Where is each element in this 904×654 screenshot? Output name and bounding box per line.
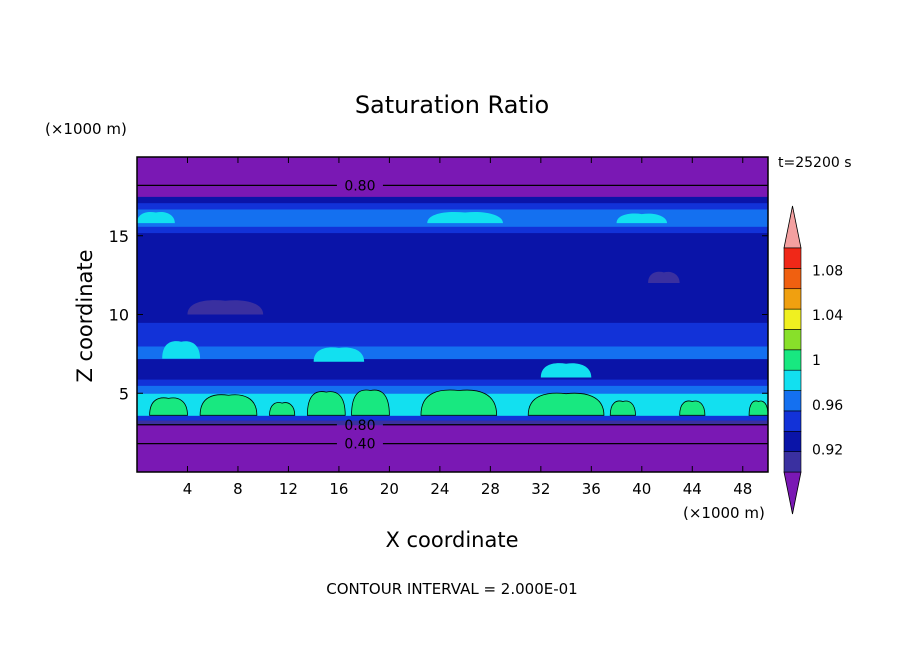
- contour-band: [137, 226, 768, 234]
- colorbar-swatch: [783, 329, 802, 351]
- contour-band: [137, 157, 768, 197]
- colorbar-swatch: [783, 410, 802, 432]
- contour-label: 0.80: [344, 418, 375, 434]
- x-tick-label: 24: [430, 480, 449, 498]
- contour-band: [137, 196, 768, 204]
- contour-patch: [609, 400, 636, 416]
- contour-band: [137, 346, 768, 360]
- x-tick-label: 20: [380, 480, 399, 498]
- colorbar-label: 1.04: [812, 308, 843, 324]
- colorbar-label: 1.08: [812, 263, 843, 279]
- contour-band: [137, 379, 768, 386]
- x-axis-ticks: 4 8 12 16 20 24 28 32 36 40 44 48: [183, 157, 752, 498]
- contour-field: [137, 157, 768, 472]
- colorbar-swatch: [783, 451, 802, 473]
- colorbar: 0.92 0.96 1 1.04 1.08: [783, 205, 843, 515]
- x-tick-label: 40: [632, 480, 651, 498]
- colorbar-swatch: [783, 308, 802, 330]
- y-unit-label: (×1000 m): [45, 120, 127, 138]
- contour-interval-footer: CONTOUR INTERVAL = 2.000E-01: [326, 580, 577, 598]
- contour-lines: 0.80 0.80 0.40: [137, 178, 768, 453]
- colorbar-extend-top: [783, 205, 802, 249]
- colorbar-swatch: [783, 288, 802, 310]
- contour-patch: [162, 341, 201, 359]
- contour-band: [137, 415, 768, 421]
- x-tick-label: 48: [733, 480, 752, 498]
- contour-patch: [540, 363, 592, 378]
- x-unit-label: (×1000 m): [683, 504, 765, 522]
- y-axis-label: Z coordinate: [73, 249, 97, 382]
- contour-patch: [187, 300, 264, 315]
- x-tick-label: 36: [582, 480, 601, 498]
- contour-label: 0.40: [344, 437, 375, 453]
- contour-band: [137, 322, 768, 347]
- colorbar-extend-bottom: [783, 471, 802, 515]
- contour-patch: [351, 389, 390, 416]
- contour-band: [137, 358, 768, 380]
- colorbar-swatch: [783, 349, 802, 371]
- y-tick-label: 5: [119, 384, 129, 403]
- colorbar-label: 1: [812, 353, 821, 369]
- contour-band: [137, 202, 768, 210]
- contour-patch: [269, 402, 296, 416]
- x-tick-label: 32: [531, 480, 550, 498]
- contour-patch: [748, 400, 768, 416]
- contour-band: [137, 385, 768, 394]
- contour-label: 0.80: [344, 178, 375, 194]
- x-tick-label: 4: [183, 480, 193, 498]
- x-tick-label: 44: [683, 480, 702, 498]
- contour-patch: [427, 211, 503, 224]
- contour-band: [137, 232, 768, 260]
- colorbar-swatch: [783, 390, 802, 412]
- contour-band: [137, 424, 768, 472]
- contour-patch: [149, 397, 188, 416]
- time-label: t=25200 s: [778, 155, 852, 171]
- contour-patch: [313, 347, 365, 362]
- contour-band: [137, 420, 768, 426]
- colorbar-swatch: [783, 268, 802, 290]
- colorbar-swatch: [783, 247, 802, 269]
- y-tick-label: 15: [109, 227, 129, 246]
- colorbar-swatch: [783, 369, 802, 391]
- contour-patch: [420, 389, 498, 416]
- contour-patch: [137, 211, 175, 224]
- contour-patch: [199, 394, 258, 416]
- x-axis-label: X coordinate: [385, 528, 518, 552]
- contour-patch: [527, 392, 605, 416]
- colorbar-label: 0.92: [812, 443, 843, 459]
- x-tick-label: 8: [233, 480, 243, 498]
- y-axis-ticks: 5 10 15: [109, 227, 768, 403]
- colorbar-swatch: [783, 430, 802, 452]
- contour-patch: [648, 271, 680, 283]
- contour-patch: [306, 391, 346, 416]
- x-tick-label: 16: [329, 480, 348, 498]
- chart-title: Saturation Ratio: [355, 91, 549, 119]
- y-tick-label: 10: [109, 306, 129, 325]
- contour-patch: [616, 213, 668, 224]
- x-tick-label: 28: [481, 480, 500, 498]
- colorbar-label: 0.96: [812, 398, 843, 414]
- contour-patch: [679, 400, 706, 416]
- x-tick-label: 12: [279, 480, 298, 498]
